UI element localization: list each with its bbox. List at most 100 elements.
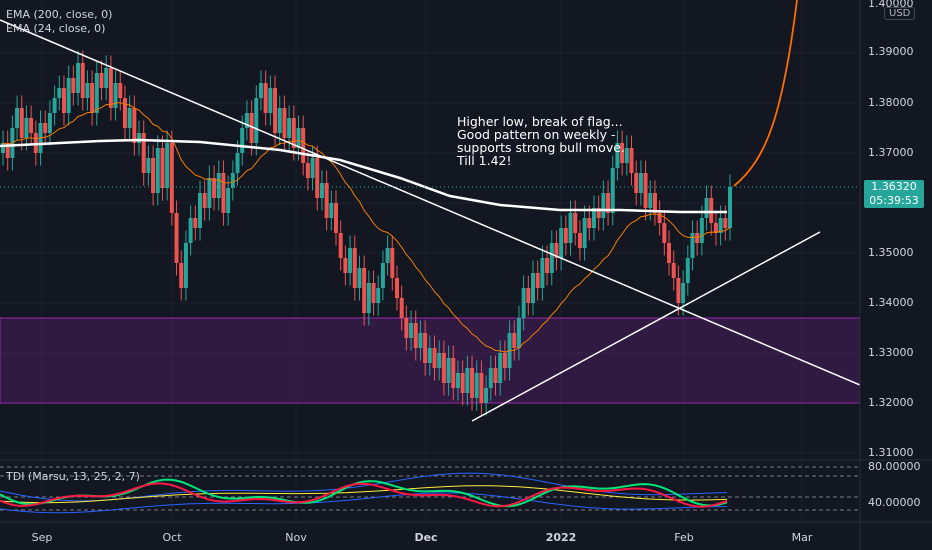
candle-body [709, 198, 714, 223]
candle-body [582, 218, 587, 248]
candle-body [76, 63, 81, 93]
candle-body [648, 193, 653, 208]
candle-body [624, 148, 629, 163]
candle-body [540, 258, 545, 288]
annotation-text[interactable]: Higher low, break of flag... Good patter… [457, 114, 625, 168]
candle-body [526, 288, 531, 303]
candle-body [5, 143, 10, 158]
candle-body [287, 118, 292, 138]
candle-body [643, 173, 648, 208]
candle-body [244, 113, 249, 128]
tdi-signal-line [0, 482, 728, 508]
price-label: 1.37000 [868, 146, 914, 159]
legend-ema-200[interactable]: EMA (200, close, 0) [6, 8, 113, 21]
candle-body [723, 218, 728, 228]
candle-body [432, 348, 437, 368]
candle-body [118, 83, 123, 98]
candle-body [601, 193, 606, 218]
candle-body [502, 353, 507, 368]
candle-body [80, 63, 85, 98]
candle-body [291, 118, 296, 148]
candle-body [202, 193, 207, 208]
candle-body [296, 128, 301, 148]
ascending-trendline-lower [471, 231, 821, 422]
candle-body [268, 88, 273, 113]
candle-body [334, 203, 339, 233]
time-label-year: 2022 [545, 531, 577, 544]
candle-body [498, 353, 503, 383]
candle-body [160, 148, 165, 188]
grid [0, 0, 860, 522]
candle-body [728, 187, 732, 228]
candle-body [713, 223, 718, 233]
candle-body [230, 173, 235, 188]
candle-body [394, 278, 399, 298]
candle-body [615, 143, 620, 168]
candle-body [169, 143, 174, 213]
candle-body [90, 83, 95, 113]
candle-body [71, 78, 76, 93]
candle-body [521, 288, 526, 318]
candle-body [620, 143, 625, 163]
currency-button[interactable]: USD [884, 7, 916, 20]
candle-body [357, 268, 362, 288]
candle-body [1, 143, 5, 153]
candle-body [455, 373, 460, 388]
candle-body [315, 158, 320, 198]
time-label: Oct [162, 531, 182, 544]
candle-body [390, 248, 395, 278]
candle-body [132, 108, 137, 143]
candle-body [516, 318, 521, 348]
candle-body [699, 218, 704, 243]
price-label: 1.33000 [868, 346, 914, 359]
candle-body [57, 88, 62, 98]
candle-body [376, 288, 381, 303]
candle-body [437, 353, 442, 368]
candle-body [221, 173, 226, 213]
tdi-label-40: 40.00000 [868, 496, 921, 509]
ema-200-line [0, 138, 727, 214]
candle-body [568, 213, 573, 243]
candle-body [441, 353, 446, 383]
candle-body [385, 248, 390, 263]
candle-body [512, 333, 517, 348]
candle-body [226, 188, 231, 213]
candle-body [151, 158, 156, 193]
candle-body [460, 373, 465, 393]
tdi-market-base [0, 485, 728, 504]
legend-ema-24[interactable]: EMA (24, close, 0) [6, 22, 106, 35]
candle-body [652, 193, 657, 213]
candle-body [310, 158, 315, 178]
candle-body [47, 113, 52, 133]
candle-body [249, 113, 254, 143]
candle-body [695, 233, 700, 243]
candle-body [122, 98, 127, 128]
candle-body [52, 98, 57, 113]
candle-body [197, 193, 202, 228]
candle-body [179, 263, 184, 288]
candle-body [657, 213, 662, 223]
candle-body [404, 318, 409, 338]
candle-body [146, 158, 151, 173]
tdi-label-80: 80.00000 [868, 460, 921, 473]
candle-body [465, 368, 470, 393]
price-label: 1.32000 [868, 396, 914, 409]
candle-body [577, 233, 582, 248]
legend-tdi[interactable]: TDI (Marsu, 13, 25, 2, 7) [6, 470, 140, 483]
projection-curve [733, 0, 798, 187]
candle-body [258, 83, 263, 98]
candle-body [474, 373, 479, 398]
candle-body [263, 83, 268, 113]
candle-body [183, 243, 188, 288]
candle-body [352, 248, 357, 288]
candle-body [573, 213, 578, 233]
candle-body [319, 183, 324, 198]
ema-24-line [2, 102, 731, 353]
candle-body [94, 73, 99, 113]
price-label: 1.38000 [868, 96, 914, 109]
price-label: 1.39000 [868, 45, 914, 58]
candle-body [413, 323, 418, 348]
candle-body [61, 88, 66, 113]
candle-body [113, 83, 118, 108]
